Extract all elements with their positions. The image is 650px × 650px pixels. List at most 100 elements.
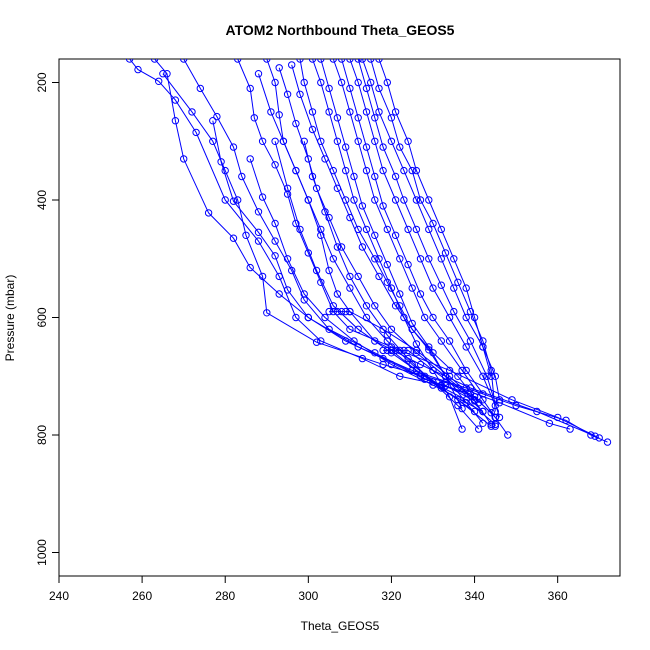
data-point — [283, 255, 292, 263]
data-point — [180, 59, 188, 63]
data-point — [337, 78, 346, 87]
data-point — [466, 307, 475, 316]
data-point — [292, 219, 300, 228]
data-point — [371, 196, 379, 204]
profile-line — [349, 59, 496, 406]
data-point — [346, 213, 354, 222]
data-point — [163, 70, 171, 78]
data-point — [308, 172, 317, 181]
data-point — [317, 337, 325, 345]
data-point — [321, 208, 329, 216]
data-point — [234, 59, 242, 63]
data-point — [504, 431, 512, 439]
data-point — [441, 382, 450, 390]
profile-series — [346, 59, 499, 410]
data-point — [458, 425, 466, 433]
data-point — [466, 337, 475, 345]
data-point — [487, 420, 495, 429]
data-point — [229, 234, 238, 242]
data-point — [321, 155, 329, 163]
data-point — [292, 119, 300, 128]
data-point — [375, 59, 383, 63]
data-point — [425, 343, 433, 351]
profile-line — [320, 59, 463, 409]
data-point — [275, 290, 283, 298]
data-point — [487, 409, 495, 417]
data-point — [337, 243, 346, 251]
data-point — [412, 225, 421, 234]
x-tick-label: 260 — [132, 589, 152, 603]
data-point — [254, 237, 263, 245]
data-point — [304, 313, 312, 322]
data-point — [292, 313, 300, 322]
data-point — [371, 337, 379, 345]
y-axis: 200 400 600 800 1000 — [35, 72, 60, 566]
profile-series — [308, 59, 466, 433]
data-point — [271, 237, 279, 245]
data-point — [238, 172, 246, 181]
data-point — [358, 243, 367, 251]
data-point — [379, 166, 387, 175]
data-point — [416, 255, 425, 263]
data-point — [350, 172, 358, 181]
data-point — [221, 196, 229, 204]
data-point — [304, 155, 312, 163]
data-point — [396, 346, 404, 355]
profile-series — [125, 59, 512, 439]
data-point — [450, 307, 458, 316]
data-point — [155, 77, 163, 86]
data-point — [396, 143, 404, 151]
profile-line — [154, 59, 496, 427]
data-point — [491, 407, 499, 416]
data-point — [342, 143, 350, 151]
data-point — [279, 137, 288, 146]
data-point — [342, 307, 350, 316]
profile-line — [278, 67, 475, 401]
data-point — [421, 313, 429, 322]
data-point — [479, 343, 487, 351]
data-point — [337, 59, 346, 63]
data-point — [150, 59, 159, 63]
data-point — [209, 137, 217, 146]
data-point — [429, 313, 437, 322]
data-point — [333, 184, 342, 193]
data-point — [416, 360, 425, 369]
data-point — [250, 114, 259, 122]
chart-title: ATOM2 Northbound Theta_GEOS5 — [226, 22, 455, 38]
y-tick-label: 800 — [35, 425, 49, 445]
data-point — [333, 243, 342, 251]
data-point — [308, 125, 317, 134]
data-point — [416, 290, 425, 298]
profile-line — [370, 59, 496, 412]
data-point — [387, 360, 396, 369]
data-point — [412, 196, 421, 204]
data-point — [437, 255, 445, 263]
data-point — [391, 231, 400, 240]
data-point — [333, 290, 342, 298]
data-point — [159, 70, 167, 78]
data-point — [271, 137, 279, 146]
data-point — [545, 419, 554, 427]
data-point — [196, 84, 205, 93]
data-point — [254, 208, 263, 216]
data-point — [171, 117, 180, 125]
data-point — [425, 255, 433, 263]
y-tick-label: 400 — [35, 190, 49, 210]
data-point — [188, 108, 196, 116]
data-point — [475, 425, 483, 433]
data-point — [271, 78, 279, 87]
data-point — [362, 84, 371, 93]
data-point — [454, 372, 462, 380]
x-tick-label: 340 — [465, 589, 485, 603]
data-point — [325, 307, 333, 316]
data-point — [329, 255, 337, 263]
data-point — [404, 137, 412, 146]
data-point — [491, 413, 499, 422]
data-point — [367, 78, 375, 87]
data-point — [229, 197, 238, 205]
profile-line — [249, 158, 484, 412]
data-point — [425, 196, 433, 204]
data-point — [283, 286, 292, 294]
data-point — [383, 225, 391, 234]
profile-line — [291, 64, 480, 404]
